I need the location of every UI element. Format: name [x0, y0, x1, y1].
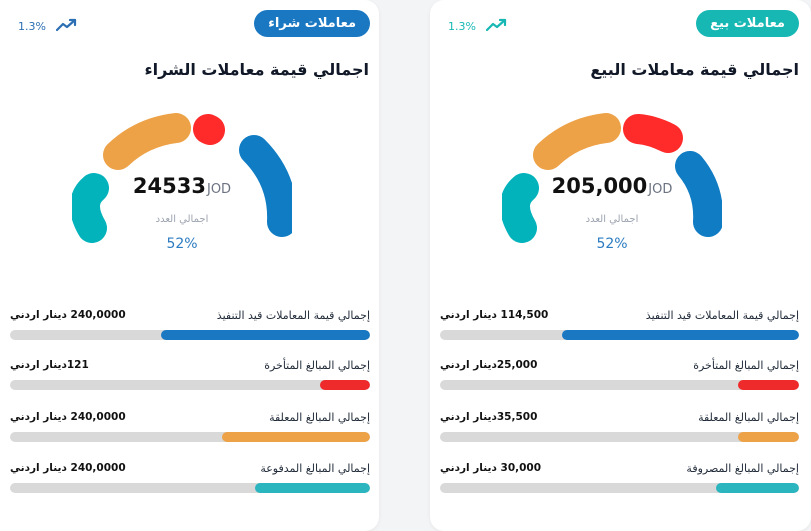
metric-row: 25,000دينار اردني إجمالي المبالغ المتأخرة: [440, 356, 799, 396]
progress-bar-fill: [319, 380, 370, 390]
progress-bar-fill: [562, 330, 799, 340]
metric-row: 30,000 دينار اردني إجمالي المبالغ المصروف…: [440, 459, 799, 499]
buy-trend: 1.3%: [18, 18, 78, 35]
metric-row: 240,0000 دينار اردني إجمالي المبالغ المدف…: [10, 459, 370, 499]
metric-label: إجمالي المبالغ المتأخرة: [264, 358, 370, 372]
buy-gauge: 24533JOD اجمالي العدد 52%: [72, 110, 292, 252]
sell-gauge-label: اجمالي العدد: [585, 214, 639, 225]
metric-row: 114,500 دينار اردني إجمالي قيمة المعاملات…: [440, 306, 799, 346]
gauge-segment-teal: [502, 173, 539, 243]
metric-value: 121دينار اردني: [10, 359, 89, 371]
metric-label: إجمالي المبالغ المصروفة: [686, 461, 799, 475]
metric-label: إجمالي المبالغ المتأخرة: [693, 358, 799, 372]
buy-gauge-percent: 52%: [166, 236, 198, 252]
progress-bar: [10, 330, 370, 340]
progress-bar-fill: [737, 380, 799, 390]
progress-bar: [10, 483, 370, 493]
gauge-segment-orange: [103, 113, 191, 170]
progress-bar: [440, 330, 799, 340]
gauge-segment-red: [193, 114, 225, 145]
sell-trend: 1.3%: [448, 18, 508, 35]
sell-transactions-card: 1.3% معاملات بيع اجمالي قيمة معاملات الب…: [430, 0, 811, 531]
metric-row: 121دينار اردني إجمالي المبالغ المتأخرة: [10, 356, 370, 396]
progress-bar-fill: [254, 483, 370, 493]
metric-label: إجمالي قيمة المعاملات قيد التنفيذ: [645, 308, 799, 322]
metric-row: 35,500دينار اردني إجمالي المبالغ المعلقة: [440, 408, 799, 448]
progress-bar: [440, 380, 799, 390]
progress-bar-fill: [161, 330, 370, 340]
buy-gauge-value: 24533JOD: [132, 174, 232, 198]
progress-bar: [10, 432, 370, 442]
sell-gauge: 205,000JOD اجمالي العدد 52%: [502, 110, 722, 252]
progress-bar-fill: [737, 432, 799, 442]
metric-label: إجمالي المبالغ المعلقة: [269, 410, 370, 424]
sell-gauge-value: 205,000JOD: [551, 174, 673, 198]
metric-value: 240,0000 دينار اردني: [10, 411, 126, 423]
metric-label: إجمالي المبالغ المعلقة: [698, 410, 799, 424]
progress-bar-fill: [716, 483, 799, 493]
gauge-segment-blue: [675, 151, 722, 237]
gauge-segment-teal: [72, 173, 109, 243]
metric-value: 114,500 دينار اردني: [440, 309, 549, 321]
progress-bar: [10, 380, 370, 390]
progress-bar: [440, 483, 799, 493]
buy-trend-percent: 1.3%: [18, 20, 46, 33]
metric-value: 25,000دينار اردني: [440, 359, 538, 371]
sell-card-title: اجمالي قيمة معاملات البيع: [590, 60, 799, 79]
gauge-segment-red: [623, 114, 683, 153]
metric-value: 240,0000 دينار اردني: [10, 462, 126, 474]
metric-label: إجمالي المبالغ المدفوعة: [260, 461, 370, 475]
gauge-segment-blue: [239, 135, 292, 237]
progress-bar-fill: [222, 432, 370, 442]
buy-gauge-label: اجمالي العدد: [155, 214, 209, 225]
metric-row: 240,0000 دينار اردني إجمالي المبالغ المعل…: [10, 408, 370, 448]
metric-value: 240,0000 دينار اردني: [10, 309, 126, 321]
gauge-segment-orange: [533, 113, 621, 170]
progress-bar: [440, 432, 799, 442]
metric-label: إجمالي قيمة المعاملات قيد التنفيذ: [216, 308, 370, 322]
trend-up-icon: [485, 18, 508, 35]
trend-up-icon: [55, 18, 78, 35]
sell-transactions-tab[interactable]: معاملات بيع: [696, 10, 799, 37]
buy-card-title: اجمالي قيمة معاملات الشراء: [144, 60, 369, 79]
buy-transactions-card: 1.3% معاملات شراء اجمالي قيمة معاملات ال…: [0, 0, 379, 531]
sell-gauge-percent: 52%: [596, 236, 628, 252]
metric-value: 35,500دينار اردني: [440, 411, 538, 423]
buy-transactions-tab[interactable]: معاملات شراء: [254, 10, 370, 37]
sell-trend-percent: 1.3%: [448, 20, 476, 33]
metric-value: 30,000 دينار اردني: [440, 462, 542, 474]
metric-row: 240,0000 دينار اردني إجمالي قيمة المعاملا…: [10, 306, 370, 346]
